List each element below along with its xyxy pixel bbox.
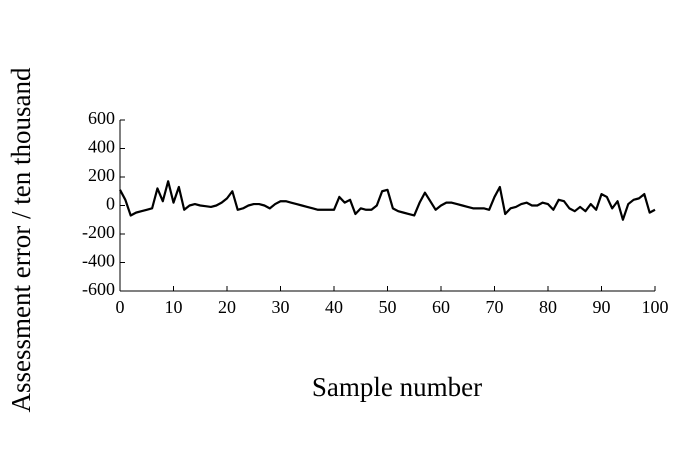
y-tick-label: 600 xyxy=(88,108,115,128)
x-tick-label: 0 xyxy=(116,297,125,317)
x-tick-label: 70 xyxy=(486,297,504,317)
y-tick-label: 200 xyxy=(88,165,115,185)
x-tick-label: 40 xyxy=(325,297,343,317)
x-axis-title: Sample number xyxy=(312,372,482,402)
x-tick-label: 100 xyxy=(642,297,669,317)
x-tick-label: 60 xyxy=(432,297,450,317)
y-tick-label: -600 xyxy=(82,279,115,299)
y-tick-label: -200 xyxy=(82,222,115,242)
y-axis-title: Assessment error / ten thousand xyxy=(6,67,36,412)
x-tick-label: 50 xyxy=(379,297,397,317)
y-tick-label: -400 xyxy=(82,251,115,271)
x-tick-label: 10 xyxy=(165,297,183,317)
x-tick-label: 80 xyxy=(539,297,557,317)
y-tick-label: 0 xyxy=(106,194,115,214)
data-line xyxy=(119,180,656,221)
x-tick-label: 30 xyxy=(272,297,290,317)
x-tick-label: 90 xyxy=(593,297,611,317)
x-tick-label: 20 xyxy=(218,297,236,317)
y-tick-label: 400 xyxy=(88,137,115,157)
